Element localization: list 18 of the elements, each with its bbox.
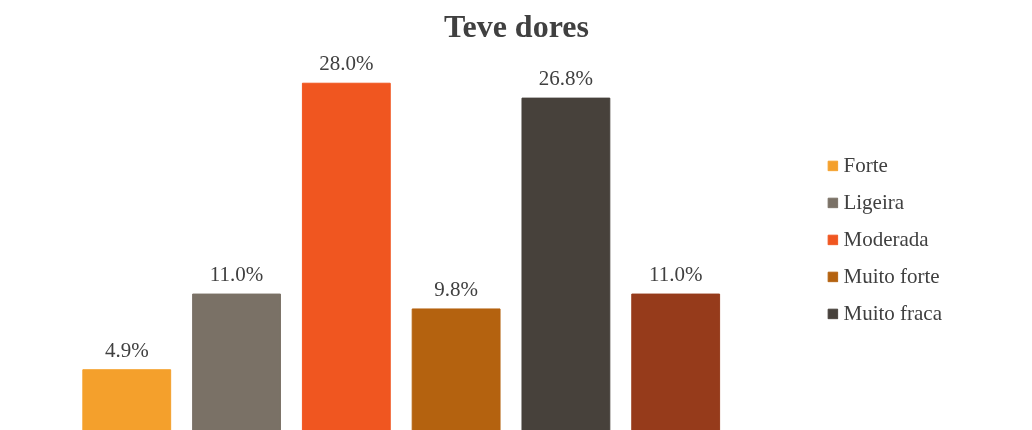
legend-label: Muito forte xyxy=(843,263,940,289)
legend-label: Forte xyxy=(843,152,888,178)
bar xyxy=(631,293,721,430)
bar xyxy=(521,97,611,430)
legend-label: Muito fraca xyxy=(843,300,942,326)
bar xyxy=(192,293,281,430)
legend-label: Moderada xyxy=(843,226,929,252)
chart-title: Teve dores xyxy=(444,7,589,44)
bar xyxy=(82,369,172,430)
data-label: 4.9% xyxy=(104,337,149,362)
data-label: 28.0% xyxy=(319,51,374,76)
data-label: 9.8% xyxy=(434,276,478,301)
bar xyxy=(411,308,501,430)
data-label: 11.0% xyxy=(209,262,264,287)
data-label: 26.8% xyxy=(538,66,594,91)
bar xyxy=(301,82,391,430)
legend-label: Ligeira xyxy=(843,189,905,215)
data-label: 11.0% xyxy=(648,262,703,287)
